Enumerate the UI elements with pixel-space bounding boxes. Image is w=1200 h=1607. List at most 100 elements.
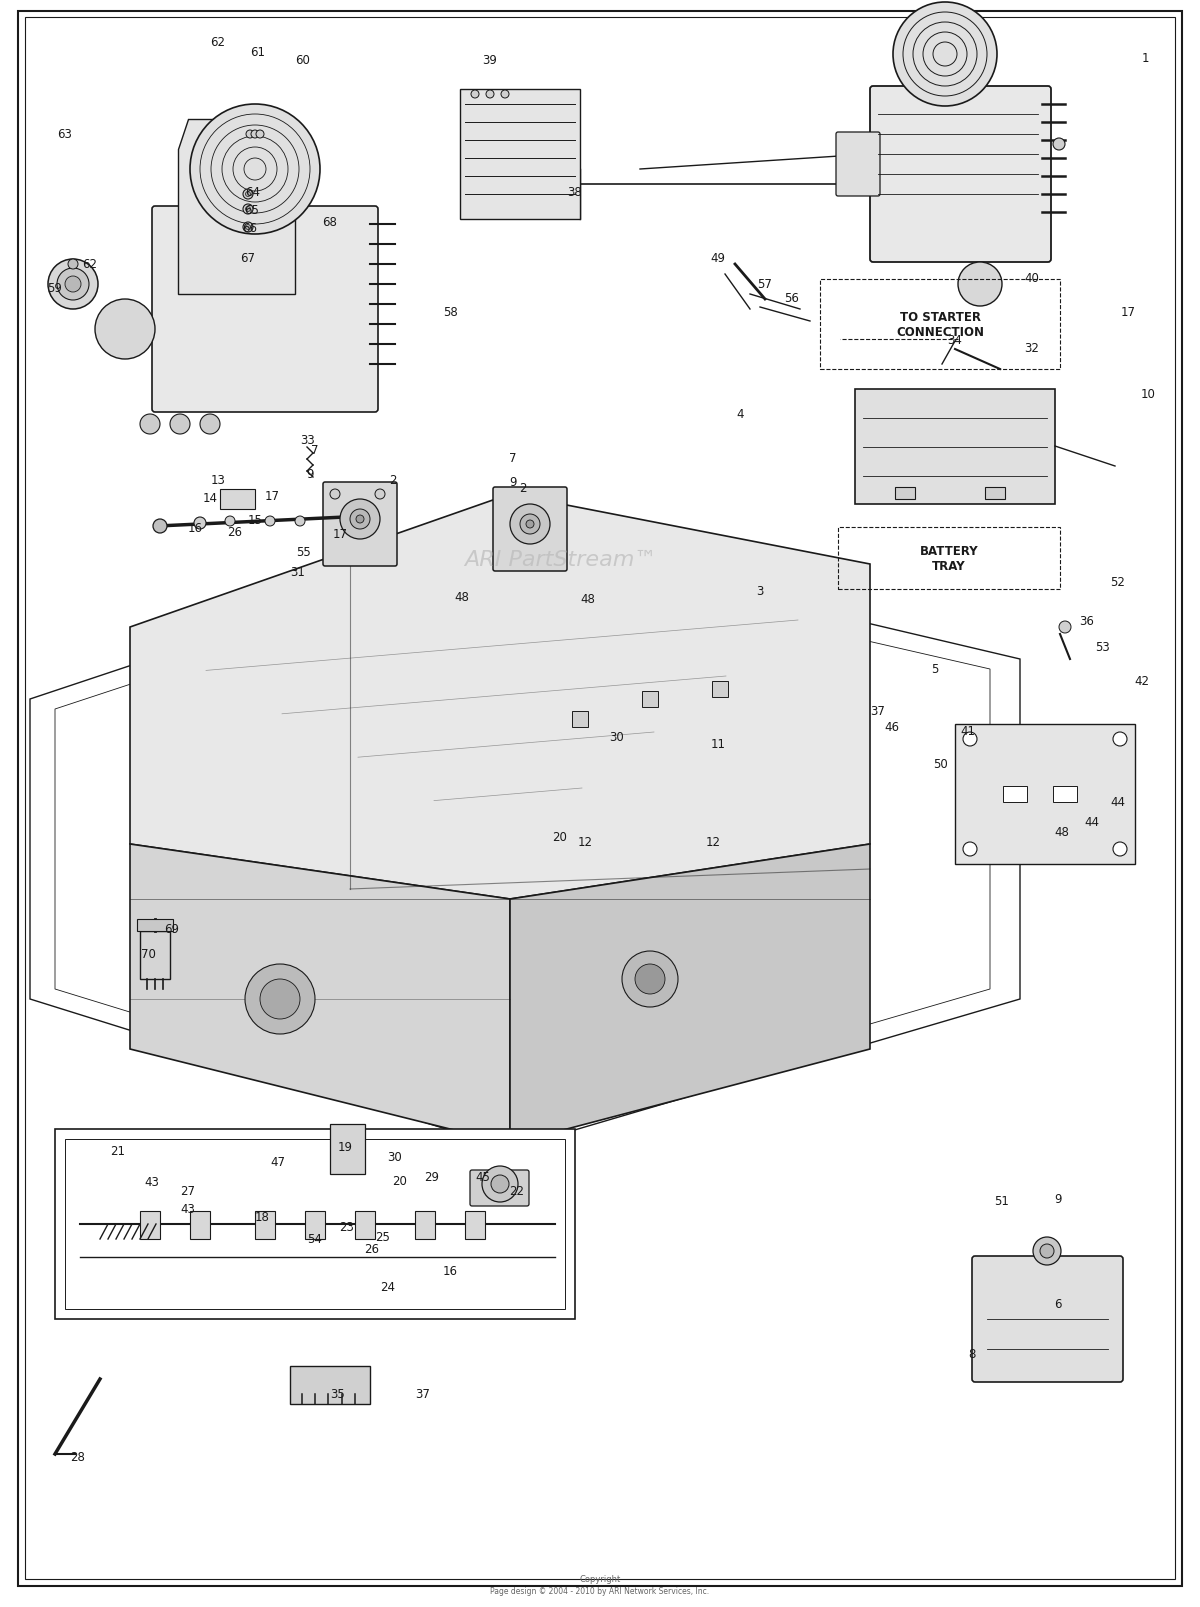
Bar (190, 1212, 210, 1239)
Text: 35: 35 (331, 1387, 346, 1401)
Text: 54: 54 (307, 1233, 323, 1245)
Polygon shape (130, 495, 870, 900)
Circle shape (265, 517, 275, 527)
Circle shape (295, 517, 305, 527)
Text: 5: 5 (931, 664, 938, 677)
Circle shape (472, 92, 479, 100)
Circle shape (65, 276, 82, 292)
Text: 61: 61 (251, 45, 265, 58)
Text: 25: 25 (376, 1231, 390, 1244)
Circle shape (491, 1175, 509, 1194)
Text: 64: 64 (246, 185, 260, 198)
Circle shape (244, 190, 253, 199)
Circle shape (520, 514, 540, 535)
Circle shape (502, 92, 509, 100)
FancyBboxPatch shape (152, 207, 378, 413)
Text: 9: 9 (1055, 1192, 1062, 1205)
Text: 63: 63 (58, 129, 72, 141)
FancyBboxPatch shape (836, 133, 880, 198)
Text: 48: 48 (1055, 826, 1069, 839)
Text: 40: 40 (1025, 272, 1039, 284)
Text: 50: 50 (932, 759, 947, 771)
Text: 48: 48 (455, 591, 469, 604)
Bar (305, 1212, 325, 1239)
Text: 70: 70 (140, 948, 156, 961)
Circle shape (893, 3, 997, 108)
Circle shape (68, 260, 78, 270)
Text: 22: 22 (510, 1184, 524, 1197)
Text: 12: 12 (706, 836, 720, 848)
Text: 17: 17 (332, 529, 348, 542)
Circle shape (1114, 733, 1127, 747)
Text: 47: 47 (270, 1155, 286, 1168)
Bar (355, 1212, 376, 1239)
Text: 51: 51 (995, 1194, 1009, 1208)
FancyBboxPatch shape (972, 1257, 1123, 1382)
Text: 52: 52 (1110, 575, 1126, 588)
Text: 12: 12 (577, 836, 593, 848)
Text: 34: 34 (948, 333, 962, 346)
Circle shape (622, 951, 678, 1008)
Text: 17: 17 (264, 490, 280, 503)
Text: 16: 16 (187, 521, 203, 534)
Text: BATTERY
TRAY: BATTERY TRAY (919, 545, 978, 572)
Text: 67: 67 (240, 251, 256, 264)
Circle shape (256, 130, 264, 138)
Text: 14: 14 (203, 492, 217, 505)
Polygon shape (130, 844, 510, 1144)
Text: 1: 1 (1141, 51, 1148, 64)
Text: 69: 69 (164, 922, 180, 935)
Text: 20: 20 (392, 1175, 408, 1188)
Text: 18: 18 (254, 1210, 270, 1225)
Bar (256, 1212, 275, 1239)
Bar (466, 1212, 485, 1239)
Text: 15: 15 (247, 513, 263, 525)
Circle shape (244, 223, 253, 233)
Circle shape (482, 1167, 518, 1202)
Circle shape (964, 733, 977, 747)
Text: 21: 21 (110, 1144, 126, 1157)
Text: 53: 53 (1096, 641, 1110, 654)
Bar (955, 725, 1135, 865)
Bar (140, 932, 170, 979)
Text: 33: 33 (301, 434, 316, 447)
Circle shape (190, 104, 320, 235)
Text: 43: 43 (144, 1176, 160, 1189)
Text: 42: 42 (1134, 675, 1150, 688)
Text: 38: 38 (568, 185, 582, 198)
Text: 2: 2 (389, 472, 397, 487)
Circle shape (356, 516, 364, 524)
Bar (985, 487, 1006, 500)
Bar (415, 1212, 436, 1239)
Text: 36: 36 (1080, 615, 1094, 628)
Polygon shape (178, 121, 295, 294)
Bar (895, 487, 916, 500)
Text: 66: 66 (242, 222, 258, 235)
Text: 8: 8 (968, 1348, 976, 1361)
Bar (838, 527, 1060, 590)
Circle shape (245, 964, 316, 1035)
Circle shape (964, 842, 977, 857)
Polygon shape (55, 1130, 575, 1319)
Text: 44: 44 (1085, 816, 1099, 829)
FancyBboxPatch shape (323, 482, 397, 567)
Circle shape (510, 505, 550, 545)
Text: 31: 31 (290, 566, 306, 579)
Text: 6: 6 (1055, 1298, 1062, 1311)
Bar (290, 1366, 370, 1405)
Text: 41: 41 (960, 725, 976, 738)
Text: 43: 43 (180, 1202, 196, 1216)
Circle shape (526, 521, 534, 529)
Text: ARI PartStream™: ARI PartStream™ (463, 550, 656, 569)
Bar (330, 1125, 365, 1175)
Bar (1054, 786, 1078, 802)
Text: 30: 30 (388, 1151, 402, 1163)
Bar (137, 919, 173, 932)
Circle shape (140, 415, 160, 435)
Text: 16: 16 (443, 1265, 457, 1278)
FancyBboxPatch shape (470, 1170, 529, 1207)
Text: TO STARTER
CONNECTION: TO STARTER CONNECTION (896, 310, 984, 339)
Bar (642, 691, 658, 707)
Circle shape (486, 92, 494, 100)
Circle shape (48, 260, 98, 310)
